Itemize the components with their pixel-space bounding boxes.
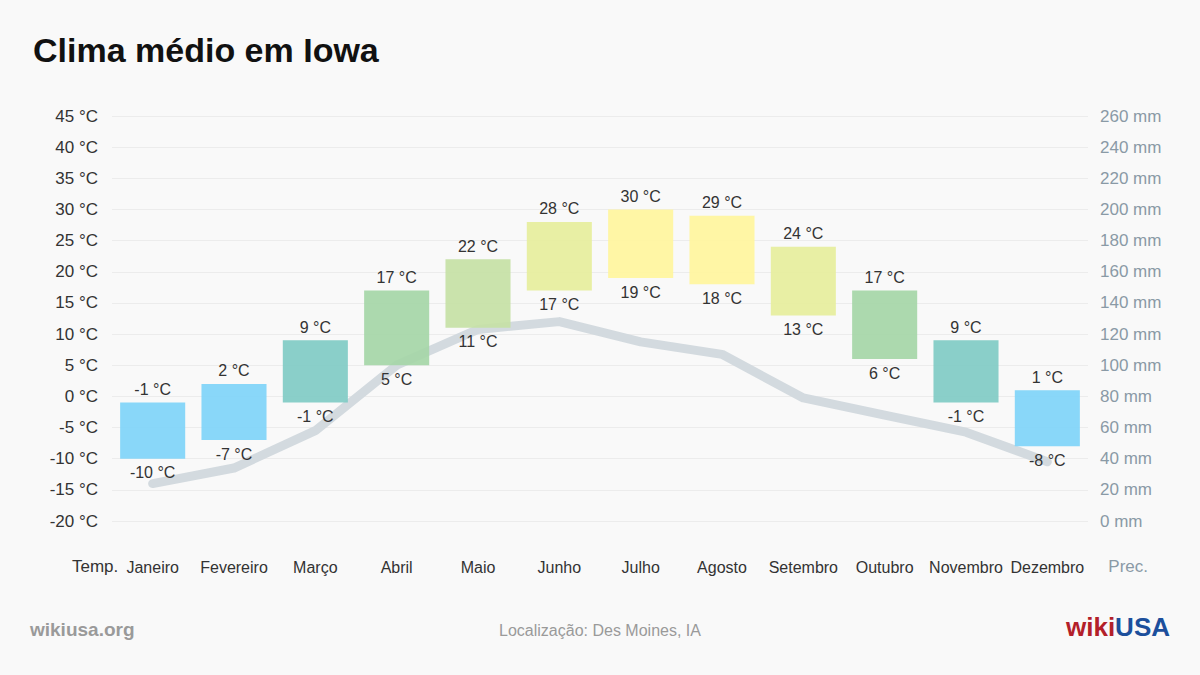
svg-text:200 mm: 200 mm xyxy=(1100,200,1161,219)
svg-text:-1 °C: -1 °C xyxy=(297,408,334,425)
svg-text:17 °C: 17 °C xyxy=(539,296,579,313)
svg-text:Prec.: Prec. xyxy=(1108,557,1148,576)
svg-text:10 °C: 10 °C xyxy=(55,325,98,344)
svg-text:220 mm: 220 mm xyxy=(1100,169,1161,188)
svg-text:17 °C: 17 °C xyxy=(377,269,417,286)
svg-text:40 mm: 40 mm xyxy=(1100,449,1152,468)
svg-text:30 °C: 30 °C xyxy=(55,200,98,219)
svg-text:Clima médio em Iowa: Clima médio em Iowa xyxy=(33,31,380,69)
svg-text:Maio: Maio xyxy=(461,559,496,576)
svg-text:Outubro: Outubro xyxy=(856,559,914,576)
svg-text:24 °C: 24 °C xyxy=(783,225,823,242)
svg-text:9 °C: 9 °C xyxy=(300,319,331,336)
svg-text:Setembro: Setembro xyxy=(769,559,838,576)
svg-text:1 °C: 1 °C xyxy=(1032,369,1063,386)
svg-text:28 °C: 28 °C xyxy=(539,200,579,217)
svg-text:30 °C: 30 °C xyxy=(621,188,661,205)
svg-text:-10 °C: -10 °C xyxy=(130,464,176,481)
svg-text:-20 °C: -20 °C xyxy=(50,512,98,531)
svg-text:5 °C: 5 °C xyxy=(65,356,98,375)
svg-text:180 mm: 180 mm xyxy=(1100,231,1161,250)
svg-text:140 mm: 140 mm xyxy=(1100,293,1161,312)
svg-text:25 °C: 25 °C xyxy=(55,231,98,250)
svg-text:45 °C: 45 °C xyxy=(55,107,98,126)
svg-text:40 °C: 40 °C xyxy=(55,138,98,157)
svg-text:wiki: wiki xyxy=(1065,612,1115,642)
svg-text:Junho: Junho xyxy=(538,559,582,576)
svg-text:Novembro: Novembro xyxy=(929,559,1003,576)
svg-text:0 mm: 0 mm xyxy=(1100,512,1143,531)
svg-text:240 mm: 240 mm xyxy=(1100,138,1161,157)
svg-text:15 °C: 15 °C xyxy=(55,293,98,312)
svg-text:-1 °C: -1 °C xyxy=(134,381,171,398)
svg-text:11 °C: 11 °C xyxy=(458,333,497,350)
svg-text:Dezembro: Dezembro xyxy=(1010,559,1084,576)
svg-text:Julho: Julho xyxy=(622,559,660,576)
svg-text:35 °C: 35 °C xyxy=(55,169,98,188)
svg-text:Agosto: Agosto xyxy=(697,559,747,576)
svg-text:80 mm: 80 mm xyxy=(1100,387,1152,406)
svg-text:20 °C: 20 °C xyxy=(55,262,98,281)
svg-text:13 °C: 13 °C xyxy=(783,321,823,338)
svg-text:Abril: Abril xyxy=(381,559,413,576)
svg-text:22 °C: 22 °C xyxy=(458,238,498,255)
svg-text:60 mm: 60 mm xyxy=(1100,418,1152,437)
svg-text:-5 °C: -5 °C xyxy=(59,418,98,437)
svg-text:260 mm: 260 mm xyxy=(1100,107,1161,126)
svg-text:5 °C: 5 °C xyxy=(381,371,412,388)
svg-text:17 °C: 17 °C xyxy=(865,269,905,286)
svg-text:20 mm: 20 mm xyxy=(1100,480,1152,499)
svg-text:Localização: Des Moines, IA: Localização: Des Moines, IA xyxy=(499,622,701,639)
svg-text:-15 °C: -15 °C xyxy=(50,480,98,499)
svg-text:29 °C: 29 °C xyxy=(702,194,742,211)
svg-text:Janeiro: Janeiro xyxy=(126,559,179,576)
svg-text:wikiusa.org: wikiusa.org xyxy=(29,619,135,640)
svg-text:Fevereiro: Fevereiro xyxy=(200,559,268,576)
svg-text:-7 °C: -7 °C xyxy=(216,446,253,463)
svg-text:USA: USA xyxy=(1115,612,1170,642)
svg-text:6 °C: 6 °C xyxy=(869,365,900,382)
svg-text:19 °C: 19 °C xyxy=(621,284,661,301)
svg-text:-8 °C: -8 °C xyxy=(1029,452,1066,469)
svg-text:120 mm: 120 mm xyxy=(1100,325,1161,344)
svg-text:-10 °C: -10 °C xyxy=(50,449,98,468)
svg-text:Temp.: Temp. xyxy=(72,557,118,576)
svg-text:Março: Março xyxy=(293,559,338,576)
svg-text:100 mm: 100 mm xyxy=(1100,356,1161,375)
svg-text:18 °C: 18 °C xyxy=(702,290,742,307)
svg-text:0 °C: 0 °C xyxy=(65,387,98,406)
svg-text:9 °C: 9 °C xyxy=(950,319,981,336)
svg-text:-1 °C: -1 °C xyxy=(948,408,985,425)
svg-text:160 mm: 160 mm xyxy=(1100,262,1161,281)
svg-text:2 °C: 2 °C xyxy=(218,362,249,379)
